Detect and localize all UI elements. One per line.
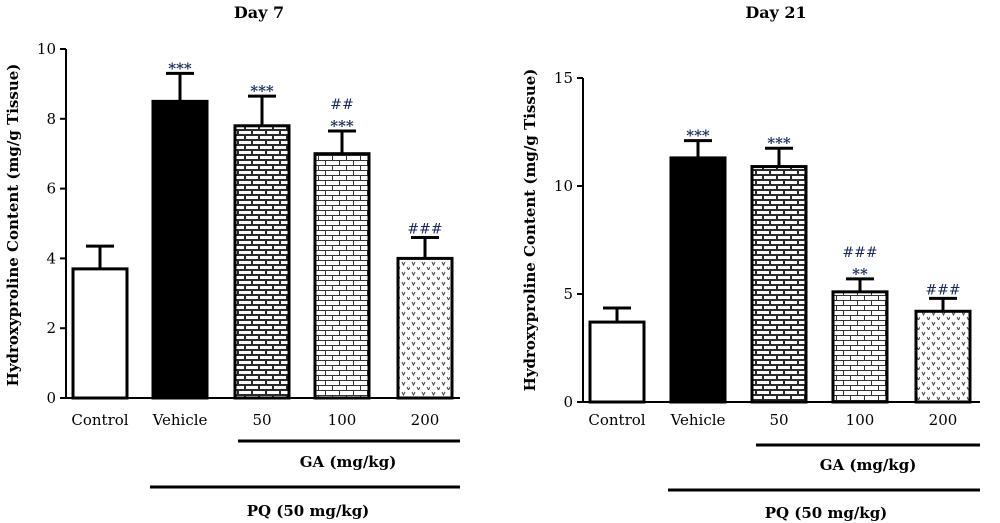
x-tick-label: 100: [328, 411, 357, 429]
chart-title: Day 7: [234, 3, 284, 22]
y-tick-label: 15: [554, 69, 573, 87]
chart-day-21: Day 21 Hydroxyproline Content (mg/g Tiss…: [521, 3, 980, 522]
y-tick-label: 8: [46, 110, 56, 128]
significance-stars: ***: [250, 82, 274, 100]
bar: [313, 152, 371, 400]
y-tick-label: 4: [46, 249, 56, 267]
significance-stars: **: [852, 265, 868, 283]
y-axis-label: Hydroxyproline Content (mg/g Tissue): [4, 64, 22, 387]
x-tick-labels: Control Vehicle 50 100 200: [588, 411, 957, 429]
significance-hashes: ###: [925, 282, 960, 298]
bar: [750, 165, 808, 404]
x-tick-label: Vehicle: [152, 411, 208, 429]
bar: [396, 256, 454, 400]
y-tick-label: 0: [563, 393, 573, 411]
bar: [233, 124, 291, 400]
significance-hashes: ###: [842, 245, 877, 261]
y-ticks: 0 2 4 6 8 10: [37, 40, 460, 407]
pq-group-label: PQ (50 mg/kg): [247, 502, 370, 520]
ga-group-label: GA (mg/kg): [820, 456, 917, 474]
x-tick-label: 200: [929, 411, 958, 429]
x-tick-label: 50: [769, 411, 788, 429]
significance-hashes: ###: [407, 221, 442, 237]
bar: [588, 320, 646, 404]
annotations: *** *****######: [686, 127, 960, 299]
y-tick-label: 10: [37, 40, 56, 58]
bars: [71, 71, 454, 400]
y-tick-label: 5: [563, 285, 573, 303]
bar: [151, 99, 209, 400]
bar: [831, 290, 889, 404]
x-tick-label: Control: [588, 411, 645, 429]
ga-group-label: GA (mg/kg): [300, 453, 397, 471]
x-tick-labels: Control Vehicle 50 100 200: [71, 411, 439, 429]
significance-hashes: ##: [330, 97, 353, 113]
significance-stars: ***: [686, 127, 710, 145]
x-tick-label: Control: [71, 411, 128, 429]
x-tick-label: 50: [252, 411, 271, 429]
significance-stars: ***: [168, 59, 192, 77]
x-tick-label: 100: [846, 411, 875, 429]
chart-day-7: Day 7 Hydroxyproline Content (mg/g Tissu…: [4, 3, 460, 520]
bar: [914, 309, 972, 404]
y-tick-label: 10: [554, 177, 573, 195]
significance-stars: ***: [330, 117, 354, 135]
y-tick-label: 0: [46, 389, 56, 407]
x-tick-label: 200: [411, 411, 440, 429]
y-tick-label: 6: [46, 180, 56, 198]
x-tick-label: Vehicle: [670, 411, 726, 429]
bar: [71, 267, 129, 400]
bar: [669, 156, 727, 404]
pq-group-label: PQ (50 mg/kg): [765, 504, 888, 522]
significance-stars: ***: [767, 134, 791, 152]
chart-title: Day 21: [745, 3, 806, 22]
bars: [588, 139, 972, 404]
y-axis-label: Hydroxyproline Content (mg/g Tissue): [521, 69, 539, 392]
annotations: *********#####: [168, 59, 442, 237]
y-tick-label: 2: [46, 319, 56, 337]
